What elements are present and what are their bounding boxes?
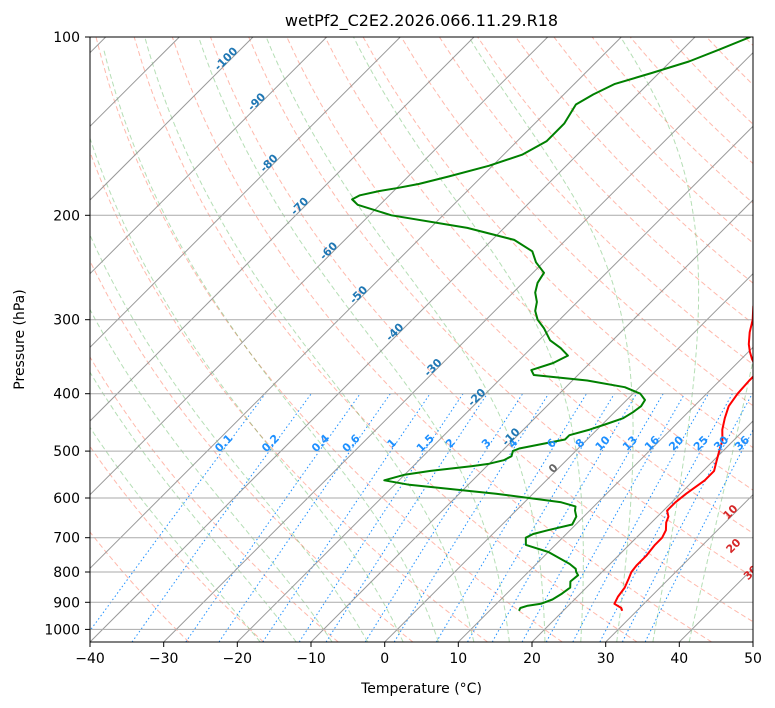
- mixing-ratio-line: [325, 393, 488, 642]
- isotherm-line: [531, 420, 753, 642]
- isotherm-line: [90, 37, 254, 201]
- x-tick-label: −40: [75, 651, 105, 667]
- plot-frame: [89, 36, 754, 643]
- moist-adiabat-line: [144, 37, 475, 642]
- y-tick-label: 300: [53, 313, 80, 329]
- x-tick-label: −30: [149, 651, 179, 667]
- dry-adiabat-line: [438, 37, 753, 366]
- isotherm-line: [310, 199, 753, 642]
- dry-adiabat-line: [515, 37, 753, 284]
- x-tick-label: 20: [523, 651, 541, 667]
- isotherm-line: [236, 125, 753, 642]
- mixing-ratio-line: [521, 393, 664, 642]
- dry-adiabat-line: [90, 531, 190, 642]
- mixing-ratio-line: [644, 428, 753, 642]
- isotherm-line: [90, 37, 622, 570]
- moist-adiabat-line: [265, 37, 546, 642]
- isotherm-line: [605, 493, 753, 642]
- mixing-ratio-lines: [90, 393, 753, 642]
- chart-title: wetPf2_C2E2.2026.066.11.29.R18: [285, 11, 558, 31]
- x-tick-label: −20: [223, 651, 253, 667]
- y-tick-label: 1000: [44, 622, 80, 638]
- mixing-ratio-line: [572, 393, 709, 642]
- dry-adiabat-line: [90, 356, 339, 642]
- y-tick-label: 900: [53, 595, 80, 611]
- isotherm-line: [90, 37, 328, 275]
- y-tick-label: 400: [53, 387, 80, 403]
- isotherm-line: [457, 346, 753, 642]
- isotherm-line: [163, 51, 753, 642]
- isotherms: [90, 37, 753, 642]
- x-tick-label: 40: [670, 651, 688, 667]
- mixing-ratio-line: [298, 393, 464, 642]
- moist-adiabat-line: [90, 136, 404, 642]
- isotherm-line: [90, 37, 401, 349]
- mixing-ratio-line: [467, 393, 615, 642]
- y-tick-label: 200: [53, 208, 80, 224]
- isotherm-line: [90, 37, 475, 422]
- mixing-ratio-line: [393, 393, 550, 642]
- isotherm-line: [384, 272, 753, 642]
- dry-adiabat-line: [95, 37, 563, 642]
- isotherm-line: [90, 37, 696, 642]
- y-tick-label: 800: [53, 565, 80, 581]
- moist-adiabat-line: [353, 37, 584, 642]
- dewpoint-line: [351, 37, 751, 612]
- dry-adiabat-line: [324, 37, 753, 491]
- x-tick-label: −10: [296, 651, 326, 667]
- mixing-ratio-line: [435, 393, 587, 642]
- moist-adiabat-line: [198, 37, 510, 642]
- temperature-line: [613, 303, 753, 612]
- mixing-ratio-line: [262, 393, 431, 642]
- dry-adiabat-line: [400, 37, 753, 407]
- mixing-ratio-line: [131, 393, 312, 642]
- dry-adiabat-line: [133, 37, 638, 642]
- mixing-ratio-line: [364, 393, 524, 642]
- dry-adiabat-line: [90, 150, 488, 642]
- y-axis-label: Pressure (hPa): [12, 289, 28, 389]
- x-axis-ticks: −40 −30 −20 −10 0 10 20 30 40 50: [75, 642, 762, 667]
- dry-adiabat-label: 30: [741, 562, 761, 582]
- x-axis-label: Temperature (°C): [360, 681, 482, 697]
- mixing-ratio-line: [491, 393, 637, 642]
- plot-area: 0.1 0.2 0.4 0.6 1 1.5 2 3 4 6 8 10 13 16 20 25 30 36-100-…: [90, 37, 761, 642]
- x-tick-label: 10: [449, 651, 467, 667]
- y-tick-label: 500: [53, 444, 80, 460]
- mixing-ratio-line: [545, 393, 686, 642]
- sounding-series: [351, 37, 753, 612]
- y-axis-ticks: 100 200 300 400 500 600 700 800 900 1000: [44, 30, 90, 638]
- dry-adiabat-line: [210, 37, 753, 623]
- isobars: [90, 37, 753, 630]
- moist-adiabat-line: [103, 49, 439, 642]
- moist-adiabat-line: [620, 37, 700, 642]
- isotherm-line: [90, 37, 549, 496]
- moist-adiabat-line: [688, 358, 753, 642]
- dry-adiabat-line: [248, 37, 753, 578]
- y-tick-label: 700: [53, 531, 80, 547]
- y-tick-label: 100: [53, 30, 80, 46]
- x-tick-label: 30: [597, 651, 615, 667]
- moist-adiabat-line: [90, 426, 261, 642]
- x-tick-label: 0: [380, 651, 389, 667]
- dry-adiabat-line: [171, 37, 712, 642]
- dry-adiabat-line: [90, 445, 264, 642]
- y-tick-label: 600: [53, 491, 80, 507]
- x-tick-label: 50: [744, 651, 762, 667]
